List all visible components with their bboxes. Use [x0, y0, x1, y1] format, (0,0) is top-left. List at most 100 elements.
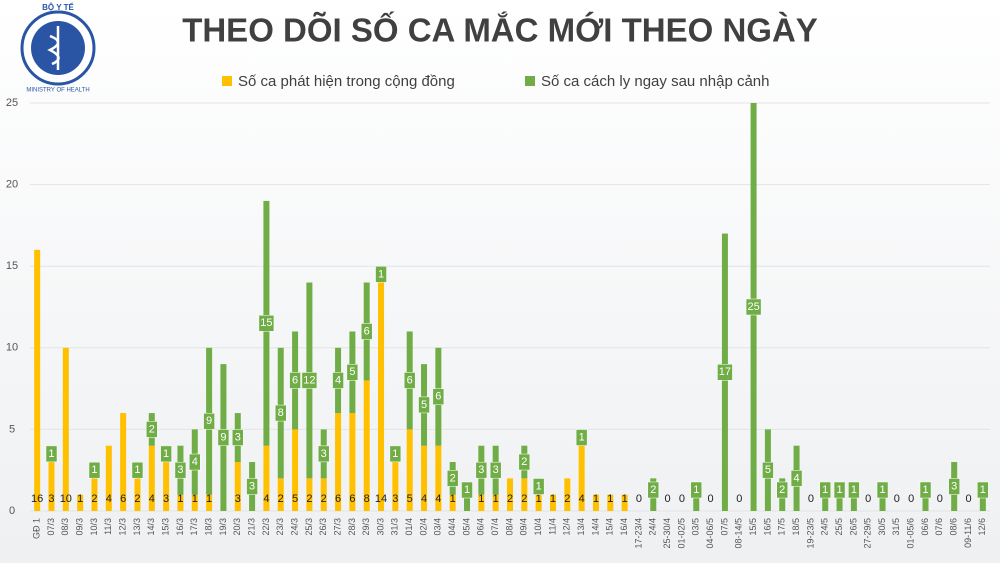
bar-segment	[492, 494, 499, 511]
y-tick-label: 5	[9, 423, 15, 435]
logo-top: BỘ Y TẾ	[42, 2, 74, 12]
x-tick-label: 31/5	[891, 518, 901, 536]
x-tick-label: 10/3	[89, 518, 99, 536]
x-tick-label: 24/4	[648, 518, 658, 536]
value-label-box	[45, 445, 58, 463]
value-label-box	[131, 461, 144, 479]
value-label: 1	[378, 268, 384, 280]
x-tick-label: 27-29/5	[863, 518, 873, 549]
x-tick-label: 08/6	[949, 518, 959, 536]
x-tick-label: 07/4	[490, 518, 500, 536]
value-label-box	[461, 481, 473, 499]
value-label: 4	[794, 472, 800, 484]
x-tick-label: 15/3	[160, 518, 170, 536]
value-label: 1	[206, 493, 212, 505]
x-tick-label: 18/5	[791, 518, 801, 536]
value-label-box	[776, 481, 788, 499]
value-label: 3	[951, 480, 957, 492]
x-tick-label: 16/4	[619, 518, 629, 536]
value-label: 1	[693, 484, 699, 496]
x-tick-label: 03/5	[691, 518, 701, 536]
bar-segment	[206, 494, 213, 511]
value-label-box	[375, 266, 387, 283]
y-tick-label: 25	[6, 97, 18, 109]
value-label: 5	[407, 493, 413, 505]
value-label: 3	[392, 493, 398, 505]
value-label: 0	[679, 493, 685, 505]
value-label: 1	[550, 493, 556, 505]
x-tick-label: 08/4	[504, 518, 514, 536]
bar-segment	[922, 494, 929, 511]
value-label: 4	[263, 493, 269, 505]
value-label: 1	[879, 484, 885, 496]
value-label-box	[790, 470, 803, 487]
value-label: 3	[48, 493, 54, 505]
value-label: 1	[622, 493, 628, 505]
value-label-box	[833, 481, 846, 499]
bar-segment	[564, 478, 571, 511]
x-tick-label: 09/4	[519, 518, 529, 536]
value-label: 10	[60, 493, 72, 505]
value-label: 2	[321, 493, 327, 505]
bar-segment	[105, 445, 112, 511]
x-tick-label: 05/4	[461, 518, 471, 536]
x-tick-label: 14/3	[146, 518, 156, 536]
value-label-box	[160, 445, 172, 463]
value-label: 1	[134, 464, 140, 476]
bar-segment	[77, 494, 84, 511]
value-label: 4	[106, 493, 112, 505]
x-tick-label: 07/3	[46, 518, 56, 536]
bar-segment	[693, 494, 700, 511]
value-label: 3	[249, 480, 255, 492]
bar-segment	[134, 478, 141, 511]
x-tick-label: 26/5	[848, 518, 858, 536]
x-tick-label: 17/5	[777, 518, 787, 536]
value-label-box	[475, 461, 488, 479]
value-label: 1	[91, 464, 97, 476]
value-label-box	[346, 364, 359, 381]
bar-segment	[879, 494, 886, 511]
bar-segment	[478, 494, 485, 511]
value-label: 25	[747, 301, 759, 313]
value-label: 2	[134, 493, 140, 505]
bar-segment	[163, 462, 170, 511]
value-label: 2	[149, 423, 155, 435]
value-label: 5	[349, 366, 355, 378]
x-tick-label: 25/3	[304, 518, 314, 536]
bar-segment	[349, 413, 356, 511]
value-label: 2	[521, 456, 527, 468]
bar-segment	[177, 494, 184, 511]
value-label-box	[360, 323, 373, 340]
x-tick-label: 19-23/5	[805, 518, 815, 549]
bar-segment	[421, 445, 428, 511]
x-tick-label: 26/3	[318, 518, 328, 536]
x-tick-label: 22/3	[261, 518, 271, 536]
bar-segment	[34, 249, 41, 511]
x-tick-label: 18/3	[203, 518, 213, 536]
value-label: 1	[163, 448, 169, 460]
value-label: 15	[260, 317, 272, 329]
value-label: 1	[493, 493, 499, 505]
value-label-box	[690, 481, 703, 499]
value-label-box	[317, 445, 330, 463]
value-label: 0	[636, 493, 642, 505]
bar-segment	[392, 462, 399, 511]
bar-segment	[406, 429, 413, 511]
x-tick-label: 30/5	[877, 518, 887, 536]
value-label: 3	[177, 464, 183, 476]
bar-segment	[621, 494, 628, 511]
x-tick-label: 08-14/5	[734, 518, 744, 549]
x-tick-label: 01-02/5	[676, 518, 686, 549]
value-label: 6	[407, 374, 413, 386]
value-label-box	[489, 461, 502, 479]
value-label: 4	[579, 493, 585, 505]
x-tick-label: 16/5	[762, 518, 772, 536]
value-label-box	[717, 364, 733, 381]
bar-segment	[549, 494, 556, 511]
bar-segment	[306, 478, 313, 511]
value-label: 1	[177, 493, 183, 505]
value-label-box	[762, 461, 774, 479]
value-label: 3	[478, 464, 484, 476]
y-tick-label: 20	[6, 179, 18, 191]
